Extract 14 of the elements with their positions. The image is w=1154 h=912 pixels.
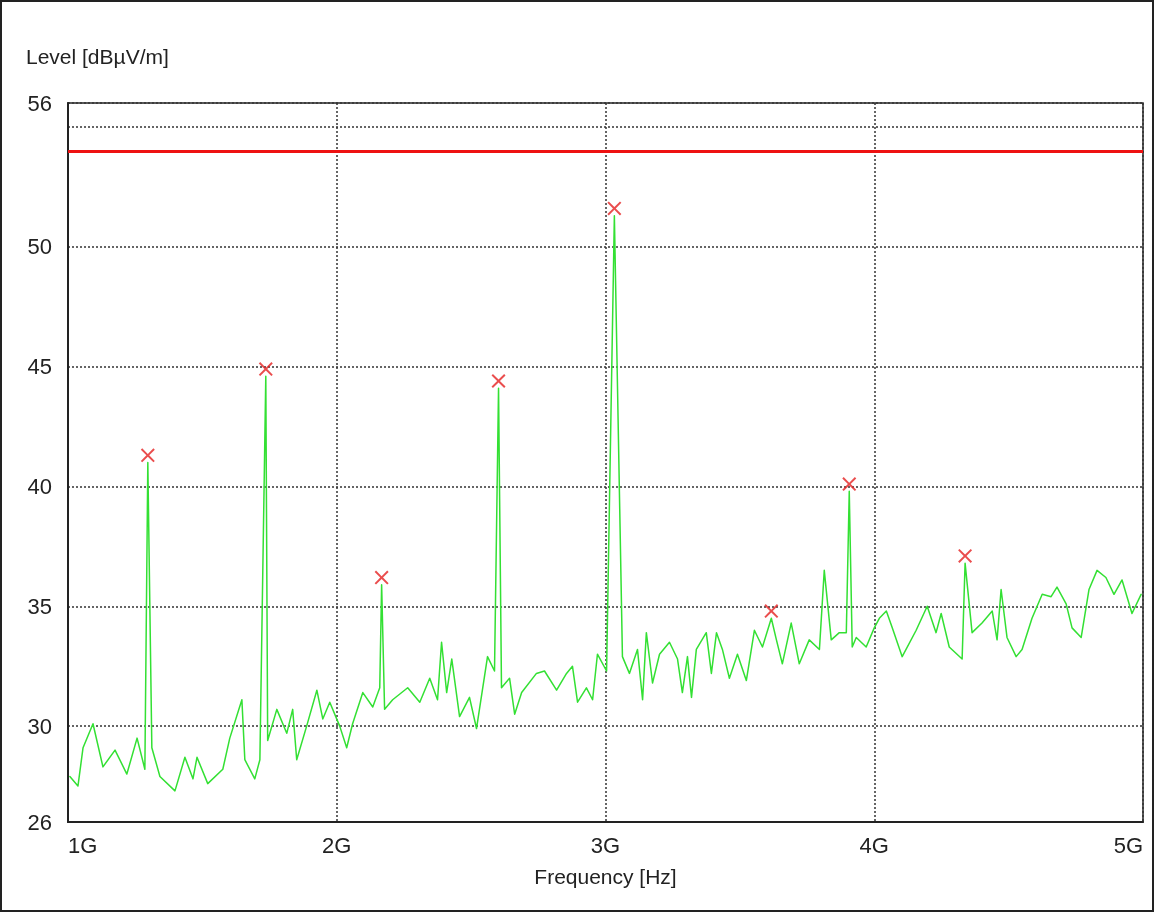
y-tick-label: 30 xyxy=(27,713,52,739)
y-tick-label: 35 xyxy=(27,593,52,619)
x-tick-label: 5G xyxy=(1113,832,1143,858)
x-tick-label: 4G xyxy=(859,832,889,858)
y-tick-label: 56 xyxy=(27,90,52,116)
y-axis-title: Level [dBµV/m] xyxy=(26,45,169,68)
x-tick-label: 3G xyxy=(590,832,621,858)
x-tick-label: 2G xyxy=(322,832,352,858)
x-tick-label: 1G xyxy=(68,832,98,858)
y-tick-label: 50 xyxy=(27,234,52,260)
y-tick-label: 45 xyxy=(27,354,52,380)
y-tick-label: 40 xyxy=(27,473,52,499)
x-axis-title: Frequency [Hz] xyxy=(534,865,677,888)
y-tick-label: 26 xyxy=(27,809,52,835)
